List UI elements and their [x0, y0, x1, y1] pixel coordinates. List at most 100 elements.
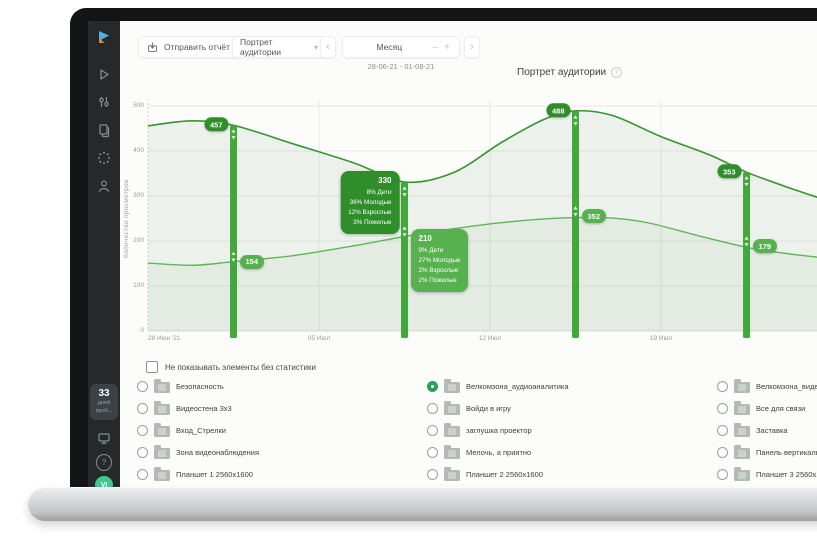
filter-radio[interactable] [717, 468, 728, 480]
trial-caption: дней [97, 399, 111, 406]
filter-label: Планшет 2 2560х1600 [466, 469, 543, 479]
data-label: 457 [203, 117, 229, 132]
filter-item[interactable]: Планшет 3 2560х1600 [717, 466, 817, 482]
filter-item[interactable]: Планшет 1 2560х1600 [137, 466, 259, 482]
filter-item[interactable]: Планшет 2 2560х1600 [427, 466, 569, 482]
send-report-label: Отправить отчёт [164, 42, 230, 52]
filter-item[interactable]: Войди в игру [427, 400, 569, 416]
send-report-button[interactable]: Отправить отчёт [138, 36, 241, 58]
filter-radio[interactable] [137, 402, 148, 414]
filter-radio[interactable] [717, 446, 728, 458]
app-logo[interactable] [96, 29, 112, 50]
folder-icon [734, 423, 750, 437]
laptop-base [28, 487, 817, 521]
hide-empty-checkbox[interactable] [146, 361, 158, 373]
filter-item[interactable]: Все для связи [717, 400, 817, 416]
data-label: 154 [239, 254, 265, 269]
date-range: 28-06-21 - 01-08-21 [367, 62, 435, 71]
filter-radio[interactable] [717, 402, 728, 414]
filter-item[interactable]: Безопасность [137, 378, 259, 394]
laptop-screen: 33 дней проб... ? VI [70, 8, 817, 490]
tooltip-value: 330 [378, 175, 392, 185]
filter-radio[interactable] [137, 424, 148, 436]
y-axis-tick: 400 [133, 147, 144, 154]
folder-icon [444, 445, 460, 459]
x-axis-tick: 05 Июл [307, 335, 331, 342]
info-icon[interactable]: ? [611, 67, 623, 78]
main-content: Отправить отчёт Портрет аудитории ▾ ‹ Ме… [120, 21, 817, 490]
filter-label: Мелочь, а приятно [466, 447, 532, 457]
next-period-button[interactable]: › [464, 36, 480, 58]
folder-icon [734, 445, 750, 459]
app-window: 33 дней проб... ? VI [88, 21, 817, 490]
hide-empty-label: Не показывать элементы без статистики [165, 362, 316, 372]
sliders-icon[interactable] [96, 94, 112, 110]
folder-icon [734, 379, 750, 393]
y-axis-tick: 300 [133, 192, 144, 199]
zoom-in-button[interactable]: + [444, 41, 450, 53]
folder-icon [154, 445, 170, 459]
y-axis-tick: 0 [140, 327, 144, 334]
tooltip-line: 36% Молодые [349, 198, 392, 206]
chart-tooltip: 330 8% Дети 36% Молодые 12% Взрослые 3% Пожи… [340, 170, 400, 234]
zoom-out-button[interactable]: – [432, 41, 439, 53]
filter-item[interactable]: Велкомзона_аудиоаналитика [427, 378, 569, 394]
x-axis-tick: 28 Июн '21 [148, 335, 181, 342]
filter-radio[interactable] [427, 446, 438, 458]
folder-icon [444, 423, 460, 437]
filter-radio[interactable] [427, 424, 438, 436]
player-icon[interactable] [96, 66, 112, 82]
filter-radio[interactable] [717, 380, 728, 392]
tooltip-line: 3% Пожилые [353, 218, 392, 226]
filter-item[interactable]: Заставка [717, 422, 817, 438]
filter-item[interactable]: Вход_Стрелки [137, 422, 259, 438]
filter-radio[interactable] [427, 468, 438, 480]
y-axis-tick: 100 [133, 282, 144, 289]
data-label: 353 [717, 164, 742, 179]
data-label: 179 [752, 239, 778, 254]
filter-label: заглушка проектор [466, 425, 532, 435]
filter-item[interactable]: заглушка проектор [427, 422, 569, 438]
avatar[interactable]: VI [95, 476, 113, 490]
tooltip-line: 12% Взрослые [348, 208, 392, 216]
help-icon[interactable]: ? [96, 453, 112, 471]
filter-radio[interactable] [427, 380, 438, 392]
download-icon [147, 41, 158, 53]
filter-radio[interactable] [717, 424, 728, 436]
documents-icon[interactable] [96, 122, 112, 138]
filter-label: Войди в игру [466, 403, 511, 413]
trial-badge[interactable]: 33 дней проб... [90, 383, 118, 420]
filter-item[interactable]: Зона видеонаблюдения [137, 444, 259, 460]
filter-column-2: Велкомзона_аудиоаналитика Войди в игру заг… [427, 378, 569, 482]
folder-icon [444, 467, 460, 481]
folder-icon [154, 423, 170, 437]
data-label: 488 [546, 103, 571, 118]
filter-item[interactable]: Мелочь, а приятно [427, 444, 569, 460]
filter-label: Планшет 3 2560х1600 [756, 469, 817, 479]
filter-label: Велкомзона_аудиоаналитика [466, 381, 569, 391]
spinner-icon[interactable] [96, 150, 112, 166]
folder-icon [734, 401, 750, 415]
filter-radio[interactable] [137, 446, 148, 458]
folder-icon [734, 467, 750, 481]
filter-radio[interactable] [137, 380, 148, 392]
chart-plot[interactable] [120, 76, 817, 376]
filter-column-1: Безопасность Видеостена 3х3 Вход_Стрелки Зо… [137, 378, 259, 482]
trial-days: 33 [98, 387, 110, 399]
filter-radio[interactable] [427, 402, 438, 414]
tooltip-line: 2% Пожилые [418, 276, 457, 284]
filter-item[interactable]: Велкомзона_видеоаналити... [717, 378, 817, 394]
filter-column-3: Велкомзона_видеоаналити... Все для связи З… [717, 378, 817, 482]
period-selector[interactable]: Месяц – + [342, 36, 460, 58]
report-type-dropdown[interactable]: Портрет аудитории ▾ [232, 36, 326, 58]
display-icon[interactable] [96, 430, 112, 446]
filter-radio[interactable] [137, 468, 148, 480]
filter-label: Заставка [756, 425, 788, 435]
filter-item[interactable]: Видеостена 3х3 [137, 400, 259, 416]
tooltip-line: 2% Взрослые [418, 266, 459, 274]
user-icon[interactable] [96, 178, 112, 194]
x-axis-tick: 12 Июл [478, 335, 502, 342]
filter-item[interactable]: Панель вертикальная внутр... [717, 444, 817, 460]
prev-period-button[interactable]: ‹ [320, 36, 336, 58]
